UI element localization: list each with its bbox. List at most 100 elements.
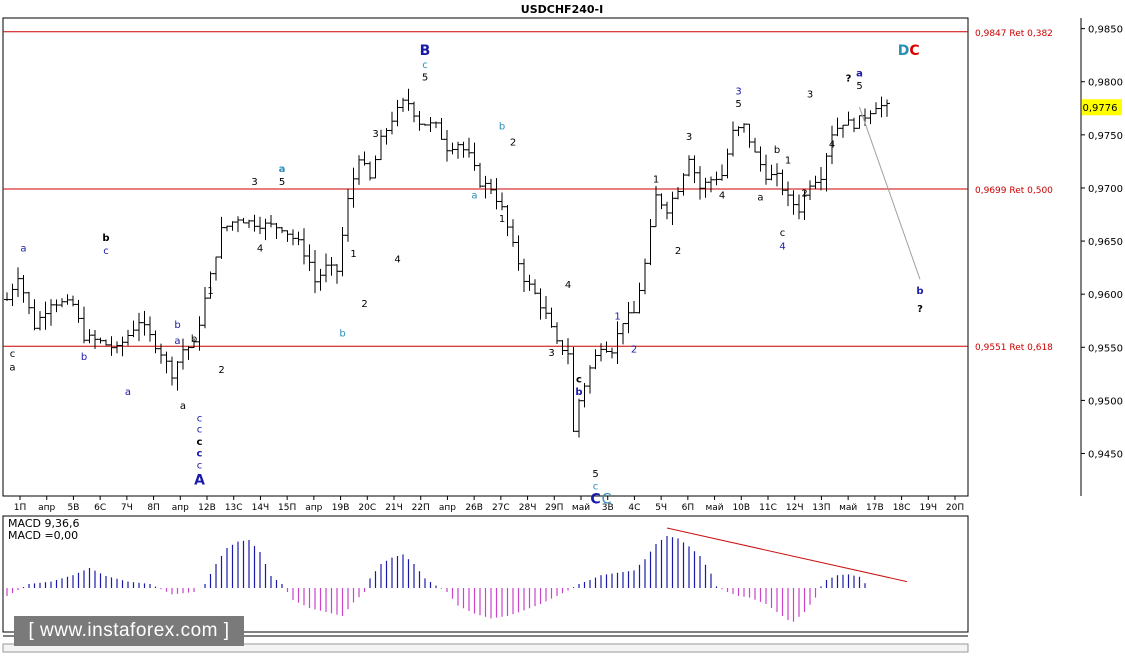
wave-label: b: [575, 387, 582, 398]
wave-label: 3: [735, 86, 741, 97]
chart-title: USDCHF240-I: [521, 3, 603, 16]
x-tick-label: 11С: [759, 503, 777, 513]
forecast-line: [859, 107, 921, 280]
x-tick-label: 14Ч: [252, 503, 270, 513]
x-tick-label: 28Ч: [519, 503, 537, 513]
y-tick-label: 0,9600: [1088, 290, 1123, 301]
wave-label: 4: [394, 254, 400, 265]
x-tick-label: 18С: [893, 503, 911, 513]
x-tick-label: май: [705, 503, 723, 513]
wave-label: 5: [422, 73, 428, 84]
macd-trendline: [666, 527, 908, 583]
x-tick-label: 26В: [465, 503, 483, 513]
retracement-level-label: 0,9847 Ret 0,382: [975, 29, 1053, 39]
wave-label: b: [774, 145, 780, 156]
x-tick-label: апр: [38, 503, 55, 513]
wave-label: c: [197, 437, 203, 448]
wave-label: c: [593, 482, 599, 493]
y-tick-label: 0,9500: [1088, 396, 1123, 407]
x-tick-label: 20П: [946, 503, 964, 513]
macd-plot-frame: [2, 515, 969, 633]
wave-label: a: [174, 336, 180, 347]
x-tick-label: май: [572, 503, 590, 513]
wave-label: b: [81, 352, 87, 363]
current-price-marker: [1082, 99, 1122, 116]
x-tick-label: апр: [172, 503, 189, 513]
wave-label: 1: [614, 312, 620, 323]
x-tick-label: 12В: [198, 503, 216, 513]
x-tick-label: 8П: [147, 503, 160, 513]
y-tick-label: 0,9700: [1088, 184, 1123, 195]
x-tick-label: май: [839, 503, 857, 513]
wave-label: D: [898, 43, 910, 59]
wave-label: C: [602, 491, 612, 507]
x-tick-label: 22П: [412, 503, 430, 513]
wave-label: 5: [856, 81, 862, 92]
price-plot-frame: [2, 17, 969, 497]
x-tick-label: апр: [305, 503, 322, 513]
wave-label: c: [197, 424, 203, 435]
wave-label: 1: [785, 156, 791, 167]
wave-label: 1: [499, 214, 505, 225]
wave-label: 2: [801, 188, 807, 199]
wave-label: 2: [631, 345, 637, 356]
wave-label: 2: [510, 137, 516, 148]
x-tick-label: 29П: [545, 503, 563, 513]
wave-label: a: [856, 68, 863, 79]
wave-label: c: [103, 246, 109, 257]
wave-label: 4: [565, 280, 571, 291]
wave-label: c: [10, 349, 16, 360]
wave-label: A: [194, 472, 205, 488]
x-tick-label: 5Ч: [655, 503, 667, 513]
x-tick-label: 27С: [492, 503, 510, 513]
wave-label: b: [916, 286, 923, 297]
current-price-label: 0,9776: [1083, 103, 1118, 114]
x-tick-label: 3В: [602, 503, 614, 513]
wave-label: c: [422, 60, 428, 71]
watermark: [ www.instaforex.com ]: [14, 616, 244, 646]
wave-label: a: [279, 164, 286, 175]
wave-label: b: [174, 320, 180, 331]
wave-label: c: [576, 374, 582, 385]
wave-label: a: [757, 193, 763, 204]
x-tick-label: 13С: [225, 503, 243, 513]
wave-label: 5: [735, 99, 741, 110]
wave-label: b: [102, 233, 109, 244]
wave-label: 4: [719, 191, 725, 202]
wave-label: C: [909, 43, 919, 59]
wave-label: c: [197, 414, 203, 425]
wave-label: B: [420, 43, 431, 59]
wave-label: ?: [917, 304, 923, 315]
x-tick-label: 1П: [14, 503, 27, 513]
y-tick-label: 0,9650: [1088, 237, 1123, 248]
wave-label: a: [9, 363, 15, 374]
x-tick-label: 5В: [67, 503, 79, 513]
x-tick-label: 12Ч: [786, 503, 804, 513]
wave-label: 3: [548, 348, 554, 359]
y-tick-label: 0,9850: [1088, 25, 1123, 36]
y-tick-label: 0,9450: [1088, 450, 1123, 461]
x-tick-label: 19В: [332, 503, 350, 513]
wave-label: b: [339, 329, 345, 340]
wave-label: 2: [361, 299, 367, 310]
wave-label: b: [499, 122, 505, 133]
x-tick-label: 6П: [682, 503, 695, 513]
wave-label: a: [125, 387, 131, 398]
x-tick-label: апр: [439, 503, 456, 513]
wave-label: 3: [251, 177, 257, 188]
x-tick-label: 6С: [94, 503, 106, 513]
wave-label: 3: [372, 129, 378, 140]
wave-label: 5: [279, 177, 285, 188]
wave-label: C: [590, 491, 600, 507]
x-tick-label: 4С: [628, 503, 640, 513]
macd-title: MACD 9,36,6: [8, 517, 79, 530]
wave-label: 1: [207, 286, 213, 297]
indicator-scroll-bar: [2, 643, 969, 653]
x-tick-label: 21Ч: [385, 503, 403, 513]
wave-label: a: [180, 401, 186, 412]
wave-label: c: [780, 228, 786, 239]
x-tick-label: 20С: [358, 503, 376, 513]
x-tick-label: 15П: [278, 503, 296, 513]
